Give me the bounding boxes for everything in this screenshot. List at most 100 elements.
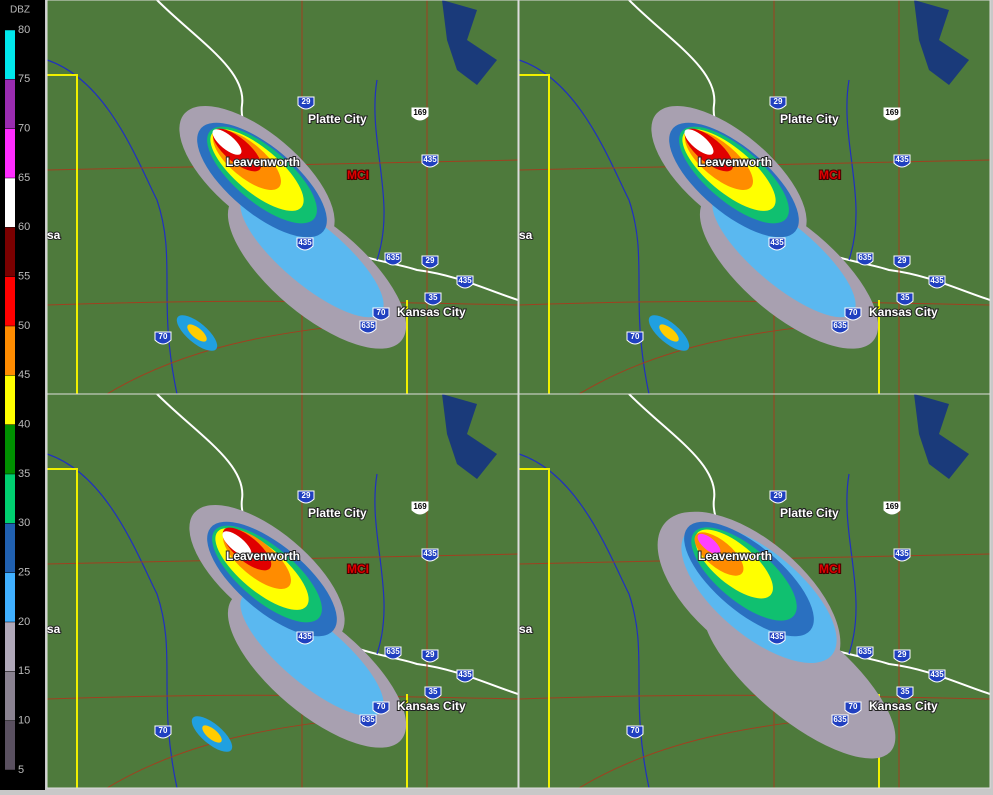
highway-shield	[296, 237, 314, 251]
legend-band	[5, 128, 15, 178]
highway-number: 435	[458, 276, 472, 285]
place-label: Leavenworth	[698, 155, 772, 169]
highway-number: 29	[774, 491, 783, 500]
highway-shield	[421, 548, 439, 562]
highway-number: 29	[426, 256, 435, 265]
highway-shield	[893, 649, 911, 663]
panel-border	[46, 393, 519, 789]
highway-shield	[297, 96, 315, 110]
highway-shield	[768, 631, 786, 645]
legend-band	[5, 79, 15, 129]
highway-shield	[844, 701, 862, 715]
legend-band	[5, 671, 15, 721]
highway-shield	[297, 490, 315, 504]
highway-shield	[896, 686, 914, 700]
place-label: Platte City	[308, 112, 367, 126]
legend-tick-label: 5	[18, 764, 24, 776]
highway-shield	[154, 331, 172, 345]
highway-shield	[411, 501, 429, 515]
highway-number: 635	[361, 321, 375, 330]
legend-tick-label: 20	[18, 616, 30, 628]
place-label: Leavenworth	[226, 155, 300, 169]
water	[914, 394, 969, 479]
highway-number: 435	[895, 155, 909, 164]
highway-number: 635	[361, 715, 375, 724]
creek	[519, 59, 857, 394]
highway-shield	[928, 275, 946, 289]
highway-number: 635	[386, 253, 400, 262]
highway-number: 635	[858, 647, 872, 656]
place-label: Kansas City	[397, 305, 466, 319]
highway-shield	[893, 548, 911, 562]
highway-number: 169	[413, 108, 427, 117]
highway-number: 29	[426, 650, 435, 659]
water	[442, 394, 497, 479]
highway-number: 169	[885, 502, 899, 511]
county-line	[47, 468, 408, 788]
highway-shield	[384, 646, 402, 660]
highway-number: 70	[377, 702, 386, 711]
highway-shield	[896, 292, 914, 306]
highway-shield	[769, 490, 787, 504]
highway-shield	[831, 714, 849, 728]
water	[914, 0, 969, 85]
highway-shield	[421, 649, 439, 663]
highway-number: 435	[423, 549, 437, 558]
highway-shield	[893, 154, 911, 168]
highway-shield	[154, 725, 172, 739]
highway-number: 635	[858, 253, 872, 262]
legend-tick-label: 25	[18, 567, 30, 579]
legend-band	[5, 424, 15, 474]
highway-number: 35	[429, 293, 438, 302]
reflectivity-echo	[187, 324, 207, 342]
highway-number: 70	[849, 702, 858, 711]
highway-number: 435	[298, 238, 312, 247]
creek	[47, 59, 385, 394]
highway-number: 435	[930, 670, 944, 679]
reflectivity-echo	[659, 324, 679, 342]
place-label: sa	[47, 228, 61, 242]
highway-number: 29	[898, 256, 907, 265]
legend-tick-label: 75	[18, 73, 30, 85]
highway-shield	[424, 292, 442, 306]
highway-shield	[626, 331, 644, 345]
legend-band	[5, 276, 15, 326]
legend-tick-label: 50	[18, 320, 30, 332]
highway-shield	[359, 714, 377, 728]
legend-band	[5, 375, 15, 425]
highway-shield	[844, 307, 862, 321]
place-label: Platte City	[308, 506, 367, 520]
highway-number: 169	[413, 502, 427, 511]
highway-shield	[384, 252, 402, 266]
legend-tick-label: 15	[18, 665, 30, 677]
highway-number: 29	[302, 491, 311, 500]
highway-shield	[856, 252, 874, 266]
highway-shield	[856, 646, 874, 660]
highway-shield	[456, 275, 474, 289]
highway-number: 35	[901, 687, 910, 696]
legend-band	[5, 572, 15, 622]
highway-number: 169	[885, 108, 899, 117]
highway-shield	[411, 107, 429, 121]
highway-shield	[296, 631, 314, 645]
legend-band	[5, 326, 15, 376]
highway-number: 435	[770, 238, 784, 247]
highway-number: 435	[423, 155, 437, 164]
highway-shield	[883, 107, 901, 121]
place-label: Kansas City	[869, 699, 938, 713]
panel-border	[518, 393, 991, 789]
highway-number: 435	[930, 276, 944, 285]
legend-tick-label: 35	[18, 468, 30, 480]
legend-band	[5, 30, 15, 80]
reflectivity-echo	[212, 129, 242, 155]
highway-number: 70	[631, 726, 640, 735]
highway-shield	[769, 96, 787, 110]
highway-number: 70	[377, 308, 386, 317]
legend-tick-label: 10	[18, 715, 30, 727]
highway-number: 435	[458, 670, 472, 679]
place-label: MCI	[347, 168, 369, 182]
reflectivity-echo	[202, 725, 222, 743]
highway-number: 435	[298, 632, 312, 641]
